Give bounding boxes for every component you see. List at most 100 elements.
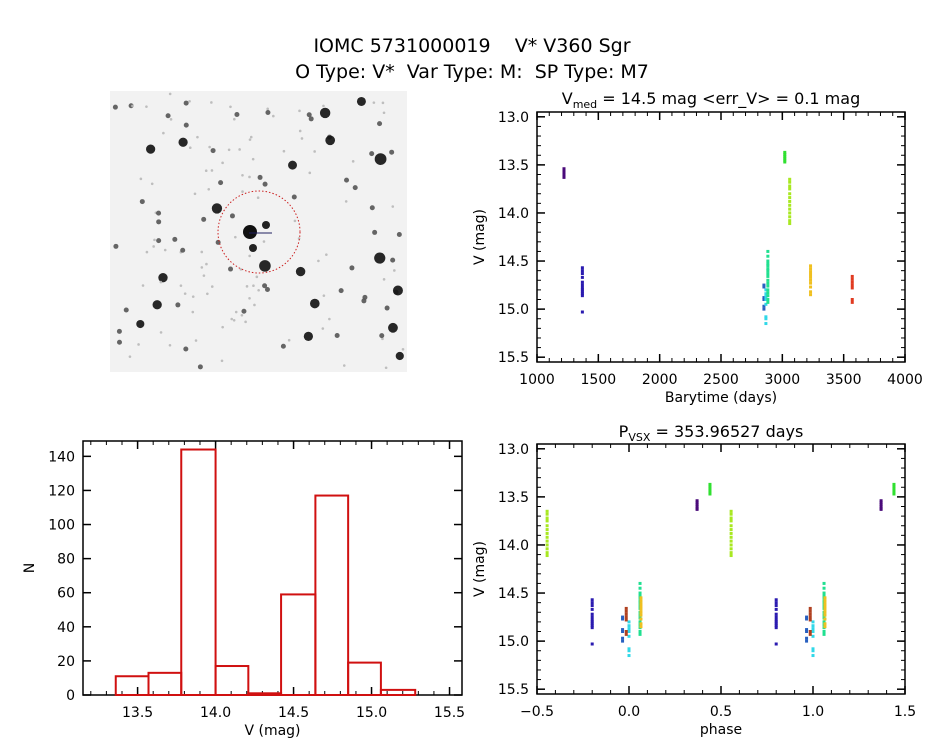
- data-point: [545, 543, 549, 547]
- data-point: [788, 177, 792, 181]
- data-point: [774, 642, 778, 646]
- data-point: [729, 512, 733, 516]
- data-point: [729, 535, 733, 539]
- star: [139, 177, 143, 181]
- data-point: [545, 528, 549, 532]
- y-tick-label: 13.5: [498, 490, 529, 506]
- data-point: [808, 609, 812, 613]
- data-point: [809, 275, 813, 279]
- data-point: [822, 620, 826, 624]
- data-point: [639, 596, 643, 600]
- star: [228, 266, 234, 272]
- star: [241, 190, 244, 193]
- data-point: [764, 317, 768, 321]
- star: [384, 366, 388, 370]
- data-point: [764, 298, 768, 301]
- star: [325, 135, 336, 146]
- data-point: [639, 613, 643, 617]
- star: [382, 278, 386, 281]
- figure-title: IOMC 5731000019 V* V360 Sgr: [313, 35, 630, 57]
- data-point: [621, 615, 625, 619]
- data-point: [774, 601, 778, 605]
- x-axis-label: V (mag): [244, 723, 300, 739]
- data-point: [823, 622, 827, 626]
- data-point: [774, 626, 778, 630]
- data-point: [545, 539, 549, 543]
- data-point: [783, 156, 787, 160]
- star: [188, 146, 192, 150]
- y-tick-label: 14.5: [498, 254, 529, 270]
- star: [188, 99, 191, 103]
- data-point: [729, 539, 733, 543]
- data-point: [590, 601, 594, 605]
- data-point: [562, 171, 566, 175]
- x-tick-label: 1000: [519, 372, 555, 388]
- data-point: [892, 490, 896, 494]
- star: [169, 118, 173, 121]
- star: [159, 331, 163, 334]
- star: [229, 213, 235, 219]
- data-point: [590, 620, 594, 624]
- histogram-plot: 13.5 14.0 14.5 15.0 15.5 0 20 40 60 80 100 120 140 V …: [22, 440, 465, 739]
- data-point: [627, 627, 631, 631]
- data-point: [695, 505, 699, 508]
- data-point: [788, 222, 792, 226]
- data-point: [892, 488, 896, 492]
- data-point: [627, 634, 631, 638]
- data-point: [580, 290, 584, 294]
- star: [145, 105, 148, 108]
- y-axis-label: V (mag): [472, 209, 488, 265]
- star: [321, 327, 325, 330]
- data-point: [811, 620, 815, 624]
- data-point: [808, 615, 812, 619]
- star: [369, 151, 375, 157]
- star: [395, 351, 404, 361]
- data-point: [774, 598, 778, 602]
- data-point: [729, 528, 733, 532]
- data-point: [788, 203, 792, 207]
- star: [381, 337, 384, 341]
- plot-frame: [536, 443, 906, 695]
- star: [249, 244, 257, 252]
- star: [272, 114, 275, 118]
- data-point: [808, 606, 812, 610]
- star: [288, 160, 297, 170]
- data-point: [766, 294, 770, 298]
- data-point: [788, 215, 792, 219]
- data-point: [788, 192, 792, 196]
- data-point: [638, 594, 642, 598]
- data-point: [811, 624, 815, 628]
- star: [248, 254, 251, 258]
- y-tick-label: 13.0: [498, 110, 529, 126]
- star: [205, 262, 208, 266]
- y-tick-label: 60: [57, 586, 75, 602]
- data-point: [729, 543, 733, 547]
- star: [262, 240, 266, 243]
- star: [252, 284, 255, 288]
- data-point: [764, 295, 768, 299]
- star: [328, 317, 331, 321]
- data-point: [762, 307, 766, 311]
- star: [351, 160, 355, 163]
- star: [259, 260, 271, 272]
- plot-frame: [536, 111, 906, 363]
- data-point: [624, 632, 628, 636]
- star: [211, 203, 223, 214]
- x-tick-label: 3500: [826, 372, 862, 388]
- y-tick-label: 13.0: [498, 442, 529, 458]
- star: [372, 229, 378, 235]
- data-point: [766, 267, 770, 271]
- star: [156, 238, 162, 244]
- data-point: [624, 612, 628, 616]
- data-point: [762, 304, 766, 308]
- light-curve-plot: Vmed = 14.5 mag <err_V> = 0.1 mag 1000 15…: [472, 89, 923, 406]
- data-point: [639, 610, 643, 614]
- finder-chart-image: [110, 91, 407, 372]
- data-point: [811, 634, 815, 638]
- star: [221, 161, 224, 165]
- data-point: [805, 628, 809, 632]
- data-point: [850, 283, 854, 287]
- y-tick-label: 15.0: [498, 634, 529, 650]
- star: [207, 187, 211, 191]
- star: [379, 333, 385, 339]
